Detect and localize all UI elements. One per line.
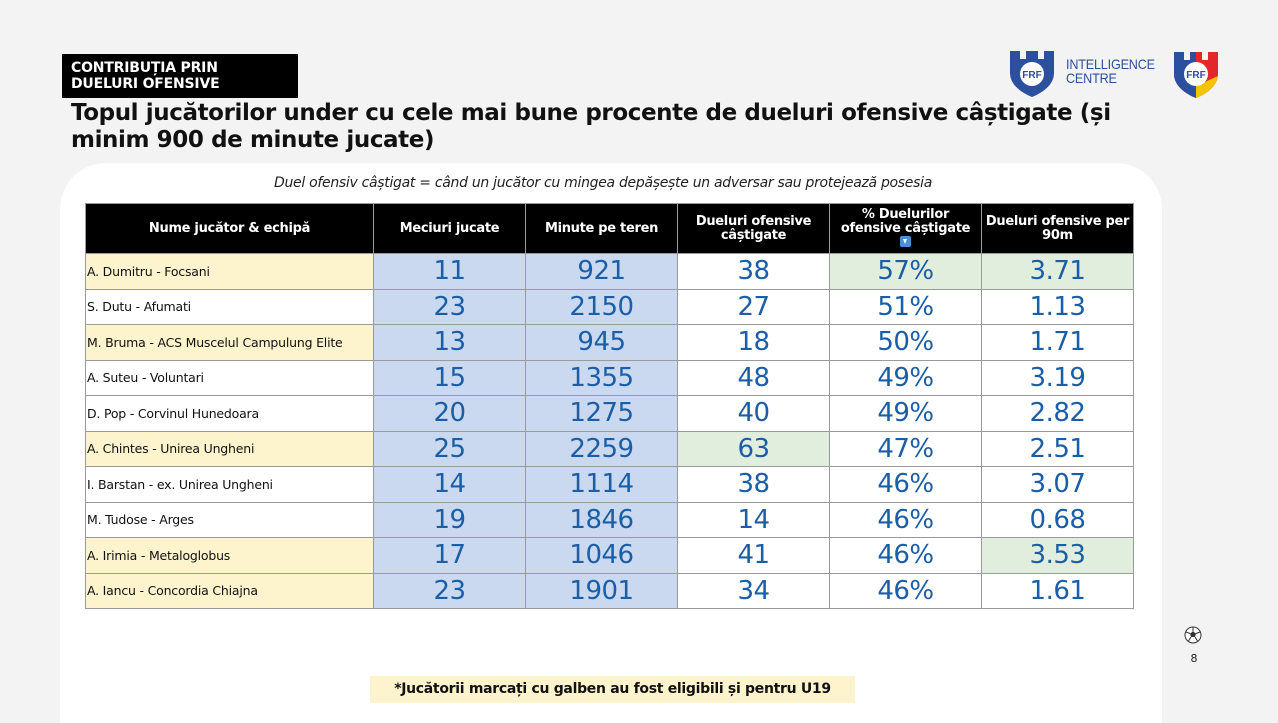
player-name-cell: A. Iancu - Concordia Chiajna	[85, 572, 374, 609]
duels-won-cell: 18	[677, 324, 830, 361]
matches-cell: 19	[373, 501, 526, 538]
duels-pct-cell: 49%	[829, 359, 982, 396]
frf-badge-text: FRF	[1022, 70, 1041, 81]
matches-cell: 25	[373, 430, 526, 467]
column-header-duels-won[interactable]: Dueluri ofensive câștigate	[677, 203, 830, 254]
minutes-cell: 921	[525, 253, 678, 290]
minutes-cell: 2259	[525, 430, 678, 467]
duels-pct-cell: 46%	[829, 501, 982, 538]
duels-per90-cell: 3.19	[981, 359, 1134, 396]
table-row: A. Dumitru - Focsani 11 921 38 57% 3.71	[85, 253, 1134, 290]
minutes-cell: 1846	[525, 501, 678, 538]
duels-per90-cell: 3.07	[981, 466, 1134, 503]
player-name-cell: D. Pop - Corvinul Hunedoara	[85, 395, 374, 432]
table-row: M. Tudose - Arges 19 1846 14 46% 0.68	[85, 501, 1134, 538]
duels-per90-cell: 3.53	[981, 537, 1134, 574]
sort-arrow-down-icon[interactable]	[900, 236, 911, 247]
minutes-cell: 1275	[525, 395, 678, 432]
section-tag: CONTRIBUȚIA PRIN DUELURI OFENSIVE	[62, 54, 298, 98]
table-row: A. Iancu - Concordia Chiajna 23 1901 34 46% 1…	[85, 572, 1134, 609]
matches-cell: 23	[373, 572, 526, 609]
column-header-duels-pct-label: % Duelurilor ofensive câștigate	[840, 206, 971, 236]
player-name-cell: I. Barstan - ex. Unirea Ungheni	[85, 466, 374, 503]
player-name-cell: A. Dumitru - Focsani	[85, 253, 374, 290]
duels-pct-cell: 57%	[829, 253, 982, 290]
duel-definition: Duel ofensiv câștigat = când un jucător …	[274, 175, 932, 191]
player-name-cell: A. Chintes - Unirea Ungheni	[85, 430, 374, 467]
duels-pct-cell: 47%	[829, 430, 982, 467]
matches-cell: 15	[373, 359, 526, 396]
page-title: Topul jucătorilor under cu cele mai bune…	[71, 100, 1111, 153]
minutes-cell: 1901	[525, 572, 678, 609]
player-name-cell: M. Bruma - ACS Muscelul Campulung Elite	[85, 324, 374, 361]
duels-per90-cell: 3.71	[981, 253, 1134, 290]
table-row: A. Irimia - Metaloglobus 17 1046 41 46% 3.53	[85, 537, 1134, 574]
player-name-cell: A. Suteu - Voluntari	[85, 359, 374, 396]
duels-per90-cell: 0.68	[981, 501, 1134, 538]
column-header-matches[interactable]: Meciuri jucate	[373, 203, 526, 254]
frf-shield-logo: FRF	[1010, 51, 1054, 97]
duels-won-cell: 63	[677, 430, 830, 467]
player-name-cell: M. Tudose - Arges	[85, 501, 374, 538]
column-header-player[interactable]: Nume jucător & echipă	[85, 203, 374, 254]
player-name-cell: A. Irimia - Metaloglobus	[85, 537, 374, 574]
duels-won-cell: 40	[677, 395, 830, 432]
duels-pct-cell: 51%	[829, 288, 982, 325]
duels-won-cell: 27	[677, 288, 830, 325]
duels-pct-cell: 49%	[829, 395, 982, 432]
duels-per90-cell: 1.71	[981, 324, 1134, 361]
duels-won-cell: 14	[677, 501, 830, 538]
duels-per90-cell: 1.13	[981, 288, 1134, 325]
u19-footnote: *Jucătorii marcați cu galben au fost eli…	[370, 676, 855, 703]
table-row: A. Suteu - Voluntari 15 1355 48 49% 3.19	[85, 359, 1134, 396]
matches-cell: 13	[373, 324, 526, 361]
table-row: A. Chintes - Unirea Ungheni 25 2259 63 47% 2.…	[85, 430, 1134, 467]
duels-per90-cell: 2.51	[981, 430, 1134, 467]
duels-pct-cell: 50%	[829, 324, 982, 361]
column-header-duels-per90[interactable]: Dueluri ofensive per 90m	[981, 203, 1134, 254]
duels-won-cell: 38	[677, 466, 830, 503]
matches-cell: 11	[373, 253, 526, 290]
duels-won-cell: 34	[677, 572, 830, 609]
duels-pct-cell: 46%	[829, 572, 982, 609]
section-tag-line2: DUELURI OFENSIVE	[71, 76, 220, 92]
section-tag-line1: CONTRIBUȚIA PRIN	[71, 60, 218, 76]
minutes-cell: 1046	[525, 537, 678, 574]
football-icon	[1184, 626, 1202, 644]
table-row: I. Barstan - ex. Unirea Ungheni 14 1114 38 4…	[85, 466, 1134, 503]
intelligence-centre-label: INTELLIGENCE CENTRE	[1066, 57, 1155, 85]
table-row: D. Pop - Corvinul Hunedoara 20 1275 40 49% 2.…	[85, 395, 1134, 432]
frf-federation-logo: FRF	[1174, 52, 1218, 98]
player-name-cell: S. Dutu - Afumati	[85, 288, 374, 325]
minutes-cell: 1114	[525, 466, 678, 503]
minutes-cell: 2150	[525, 288, 678, 325]
duels-won-cell: 48	[677, 359, 830, 396]
matches-cell: 23	[373, 288, 526, 325]
intelligence-line2: CENTRE	[1066, 70, 1117, 86]
matches-cell: 20	[373, 395, 526, 432]
matches-cell: 14	[373, 466, 526, 503]
duels-won-cell: 38	[677, 253, 830, 290]
column-header-duels-pct[interactable]: % Duelurilor ofensive câștigate	[829, 203, 982, 254]
matches-cell: 17	[373, 537, 526, 574]
page-number: 8	[1190, 652, 1198, 665]
table-row: M. Bruma - ACS Muscelul Campulung Elite 1…	[85, 324, 1134, 361]
frf-federation-badge-text: FRF	[1186, 70, 1205, 81]
table-body: A. Dumitru - Focsani 11 921 38 57% 3.71 S. Dut…	[85, 253, 1134, 609]
table-row: S. Dutu - Afumati 23 2150 27 51% 1.13	[85, 288, 1134, 325]
duels-won-cell: 41	[677, 537, 830, 574]
players-table: Nume jucător & echipă Meciuri jucate Min…	[85, 203, 1134, 609]
duels-pct-cell: 46%	[829, 466, 982, 503]
minutes-cell: 1355	[525, 359, 678, 396]
intelligence-line1: INTELLIGENCE	[1066, 56, 1155, 72]
column-header-minutes[interactable]: Minute pe teren	[525, 203, 678, 254]
duels-per90-cell: 1.61	[981, 572, 1134, 609]
duels-per90-cell: 2.82	[981, 395, 1134, 432]
table-header-row: Nume jucător & echipă Meciuri jucate Min…	[85, 203, 1134, 254]
duels-pct-cell: 46%	[829, 537, 982, 574]
minutes-cell: 945	[525, 324, 678, 361]
